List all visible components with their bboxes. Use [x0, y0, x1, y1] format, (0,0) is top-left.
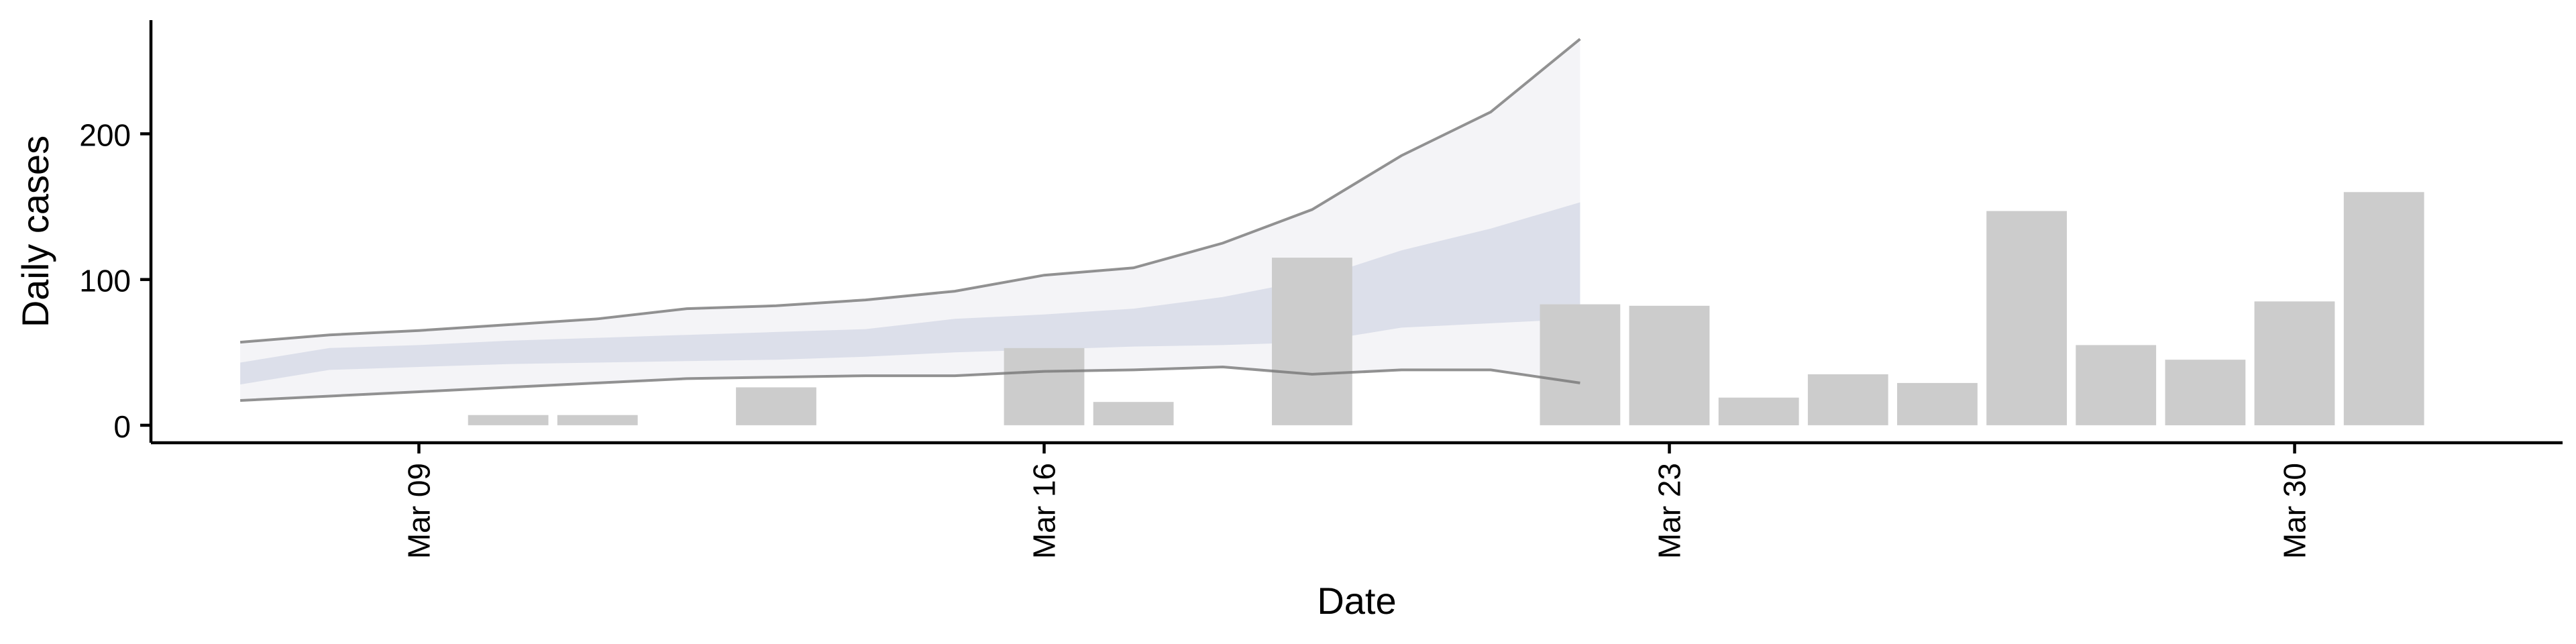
bar-2020-03-30 — [2254, 301, 2335, 425]
y-tick-label: 100 — [79, 264, 131, 299]
bar-2020-03-28 — [2076, 345, 2157, 425]
bar-2020-03-26 — [1897, 382, 1978, 425]
bar-2020-03-27 — [1986, 211, 2067, 425]
bar-2020-03-24 — [1718, 397, 1799, 425]
lower-bound-line — [240, 365, 1580, 402]
x-tick-label: Mar 16 — [1026, 463, 1061, 559]
x-axis-label: Date — [1317, 580, 1396, 622]
y-axis-ticks: 0 100 200 — [79, 117, 151, 444]
y-tick-label: 0 — [113, 409, 131, 444]
bar-2020-03-23 — [1629, 305, 1710, 425]
x-tick-label: Mar 09 — [401, 463, 436, 559]
observed-bars — [468, 192, 2424, 425]
bar-2020-03-22 — [1540, 304, 1621, 425]
y-axis-label: Daily cases — [14, 136, 56, 327]
projection-bound-lines — [239, 38, 1581, 402]
x-tick-label: Mar 30 — [2277, 463, 2312, 559]
bar-2020-03-10 — [468, 415, 549, 425]
bar-2020-03-11 — [557, 415, 638, 425]
bar-2020-03-31 — [2343, 192, 2424, 425]
bar-2020-03-17 — [1093, 402, 1174, 425]
bar-2020-03-19 — [1272, 258, 1352, 425]
bar-2020-03-25 — [1807, 374, 1888, 425]
y-tick-label: 200 — [79, 117, 131, 152]
bar-2020-03-13 — [736, 387, 816, 425]
x-axis-ticks: Mar 09 Mar 16 Mar 23 Mar 30 — [401, 443, 2312, 559]
inner-interval-band — [240, 202, 1580, 385]
projection-bands — [240, 39, 1580, 400]
bar-2020-03-16 — [1004, 347, 1085, 425]
bar-2020-03-29 — [2165, 360, 2246, 425]
upper-bound-line — [239, 38, 1581, 344]
x-tick-label: Mar 23 — [1652, 463, 1687, 559]
